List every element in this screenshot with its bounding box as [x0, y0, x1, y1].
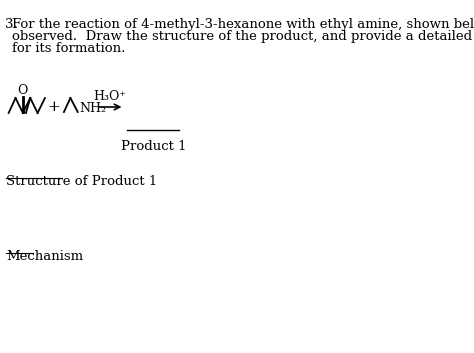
Text: H₃O⁺: H₃O⁺	[94, 90, 127, 103]
Text: Structure of Product 1: Structure of Product 1	[7, 175, 158, 188]
Text: observed.  Draw the structure of the product, and provide a detailed mechanism t: observed. Draw the structure of the prod…	[12, 30, 474, 43]
Text: Product 1: Product 1	[120, 140, 186, 153]
Text: Mechanism: Mechanism	[7, 250, 83, 263]
Text: O: O	[17, 84, 27, 97]
Text: For the reaction of 4-methyl-3-hexanone with ethyl amine, shown below, One produ: For the reaction of 4-methyl-3-hexanone …	[12, 18, 474, 31]
Text: 3.: 3.	[5, 18, 18, 31]
Text: NH₂: NH₂	[79, 102, 106, 115]
Text: +: +	[47, 100, 60, 114]
Text: for its formation.: for its formation.	[12, 42, 126, 55]
